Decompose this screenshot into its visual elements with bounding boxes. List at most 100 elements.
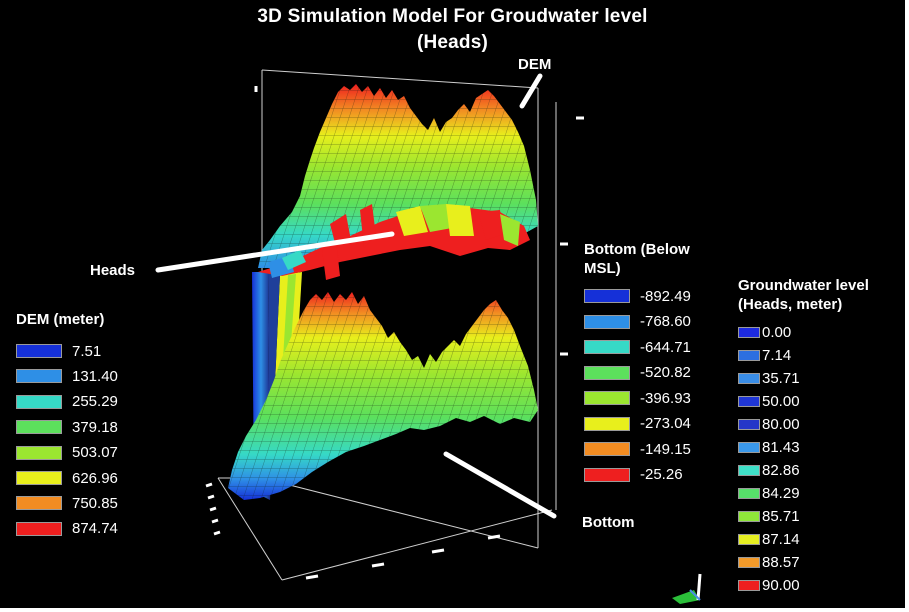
legend-bottom-item: -520.82 (584, 363, 691, 383)
legend-swatch (738, 464, 760, 476)
legend-value: 87.14 (762, 530, 800, 548)
legend-dem-item: 874.74 (16, 519, 118, 539)
dem-label: DEM (518, 56, 552, 73)
legend-swatch (16, 521, 62, 536)
legend-heads-item: 35.71 (738, 368, 800, 388)
legend-swatch (584, 289, 630, 303)
legend-value: 626.96 (72, 469, 118, 487)
legend-swatch (584, 467, 630, 482)
legend-value: 874.74 (72, 520, 118, 538)
legend-heads-item: 80.00 (738, 414, 800, 434)
heads-legend: Groundwater level (Heads, meter) 0.00 7.1… (738, 276, 869, 596)
chart-subtitle: (Heads) (416, 32, 489, 53)
legend-bottom-item: -644.71 (584, 337, 691, 357)
axis-ticks (205, 86, 584, 580)
legend-swatch (738, 441, 760, 453)
bottom-legend-title-2: MSL) (584, 260, 621, 277)
legend-value: -396.93 (640, 389, 691, 407)
legend-bottom-item: -149.15 (584, 439, 691, 459)
legend-swatch (738, 349, 760, 361)
legend-value: 131.40 (72, 367, 118, 385)
legend-swatch (16, 344, 62, 358)
legend-swatch (584, 314, 630, 329)
legend-value: -892.49 (640, 287, 691, 305)
heads-legend-title-2: (Heads, meter) (738, 296, 843, 313)
dem-legend-title: DEM (meter) (16, 311, 105, 328)
orientation-axes-icon[interactable] (672, 573, 702, 604)
legend-bottom-item: -892.49 (584, 286, 691, 306)
heads-pointer (155, 231, 395, 273)
legend-bottom-item: -273.04 (584, 414, 691, 434)
dem-pointer (519, 73, 543, 109)
legend-value: 82.86 (762, 461, 800, 479)
legend-value: 84.29 (762, 484, 800, 502)
legend-value: -25.26 (640, 466, 683, 483)
legend-value: 255.29 (72, 393, 118, 411)
legend-swatch (738, 418, 760, 430)
legend-value: 7.51 (72, 342, 102, 360)
legend-value: 503.07 (72, 444, 118, 462)
legend-dem-item: 750.85 (16, 493, 118, 513)
bottom-surface (228, 292, 538, 500)
dem-legend: DEM (meter) 7.51 131.40 255.29 379.18 503.07… (16, 310, 118, 538)
bottom-legend-title-1: Bottom (Below (584, 241, 690, 258)
legend-swatch (738, 326, 760, 338)
bottom-label: Bottom (582, 514, 635, 531)
legend-swatch (584, 340, 630, 354)
annotation-pointers (155, 73, 557, 519)
legend-heads-item: 90.00 (738, 575, 800, 595)
legend-dem-item: 379.18 (16, 417, 118, 437)
legend-value: 85.71 (762, 507, 800, 525)
legend-swatch (738, 556, 760, 568)
legend-swatch (16, 394, 62, 409)
legend-swatch (738, 395, 760, 407)
legend-dem-item: 255.29 (16, 392, 118, 412)
legend-dem-item: 131.40 (16, 366, 118, 386)
legend-heads-item: 85.71 (738, 506, 800, 526)
legend-value: 81.43 (762, 438, 800, 456)
legend-value: 7.14 (762, 346, 792, 364)
bottom-legend: Bottom (Below MSL) -892.49 -768.60 -644.71… (584, 240, 691, 488)
legend-value: 750.85 (72, 494, 118, 512)
legend-bottom-item: -768.60 (584, 312, 691, 332)
bottom-pointer (443, 451, 557, 519)
legend-value: -273.04 (640, 415, 691, 432)
heads-surface (258, 204, 530, 280)
legend-value: 379.18 (72, 418, 118, 436)
legend-heads-item: 0.00 (738, 322, 791, 342)
legend-value: -520.82 (640, 364, 691, 381)
legend-bottom-item: -396.93 (584, 388, 691, 408)
legend-value: 35.71 (762, 369, 800, 387)
legend-heads-item: 84.29 (738, 483, 800, 503)
legend-value: -644.71 (640, 338, 691, 356)
legend-swatch (738, 487, 760, 499)
legend-swatch (738, 372, 760, 384)
legend-heads-item: 88.57 (738, 552, 800, 572)
legend-heads-item: 87.14 (738, 529, 800, 549)
legend-swatch (584, 365, 630, 380)
legend-swatch (584, 442, 630, 456)
legend-heads-item: 82.86 (738, 460, 800, 480)
legend-value: 88.57 (762, 553, 800, 571)
legend-swatch (584, 416, 630, 431)
legend-dem-item: 7.51 (16, 341, 101, 361)
legend-value: -149.15 (640, 440, 691, 458)
legend-swatch (16, 420, 62, 435)
legend-swatch (16, 496, 62, 511)
legend-swatch (16, 471, 62, 485)
legend-bottom-item: -25.26 (584, 465, 683, 485)
heads-legend-title-1: Groundwater level (738, 277, 869, 294)
legend-dem-item: 626.96 (16, 468, 118, 488)
chart-title: 3D Simulation Model For Groudwater level (257, 6, 648, 27)
legend-dem-item: 503.07 (16, 443, 118, 463)
legend-value: -768.60 (640, 313, 691, 330)
legend-heads-item: 81.43 (738, 437, 800, 457)
legend-swatch (738, 510, 760, 522)
legend-value: 50.00 (762, 392, 800, 410)
legend-swatch (16, 445, 62, 460)
legend-swatch (16, 369, 62, 384)
legend-heads-item: 7.14 (738, 345, 791, 365)
legend-heads-item: 50.00 (738, 391, 800, 411)
